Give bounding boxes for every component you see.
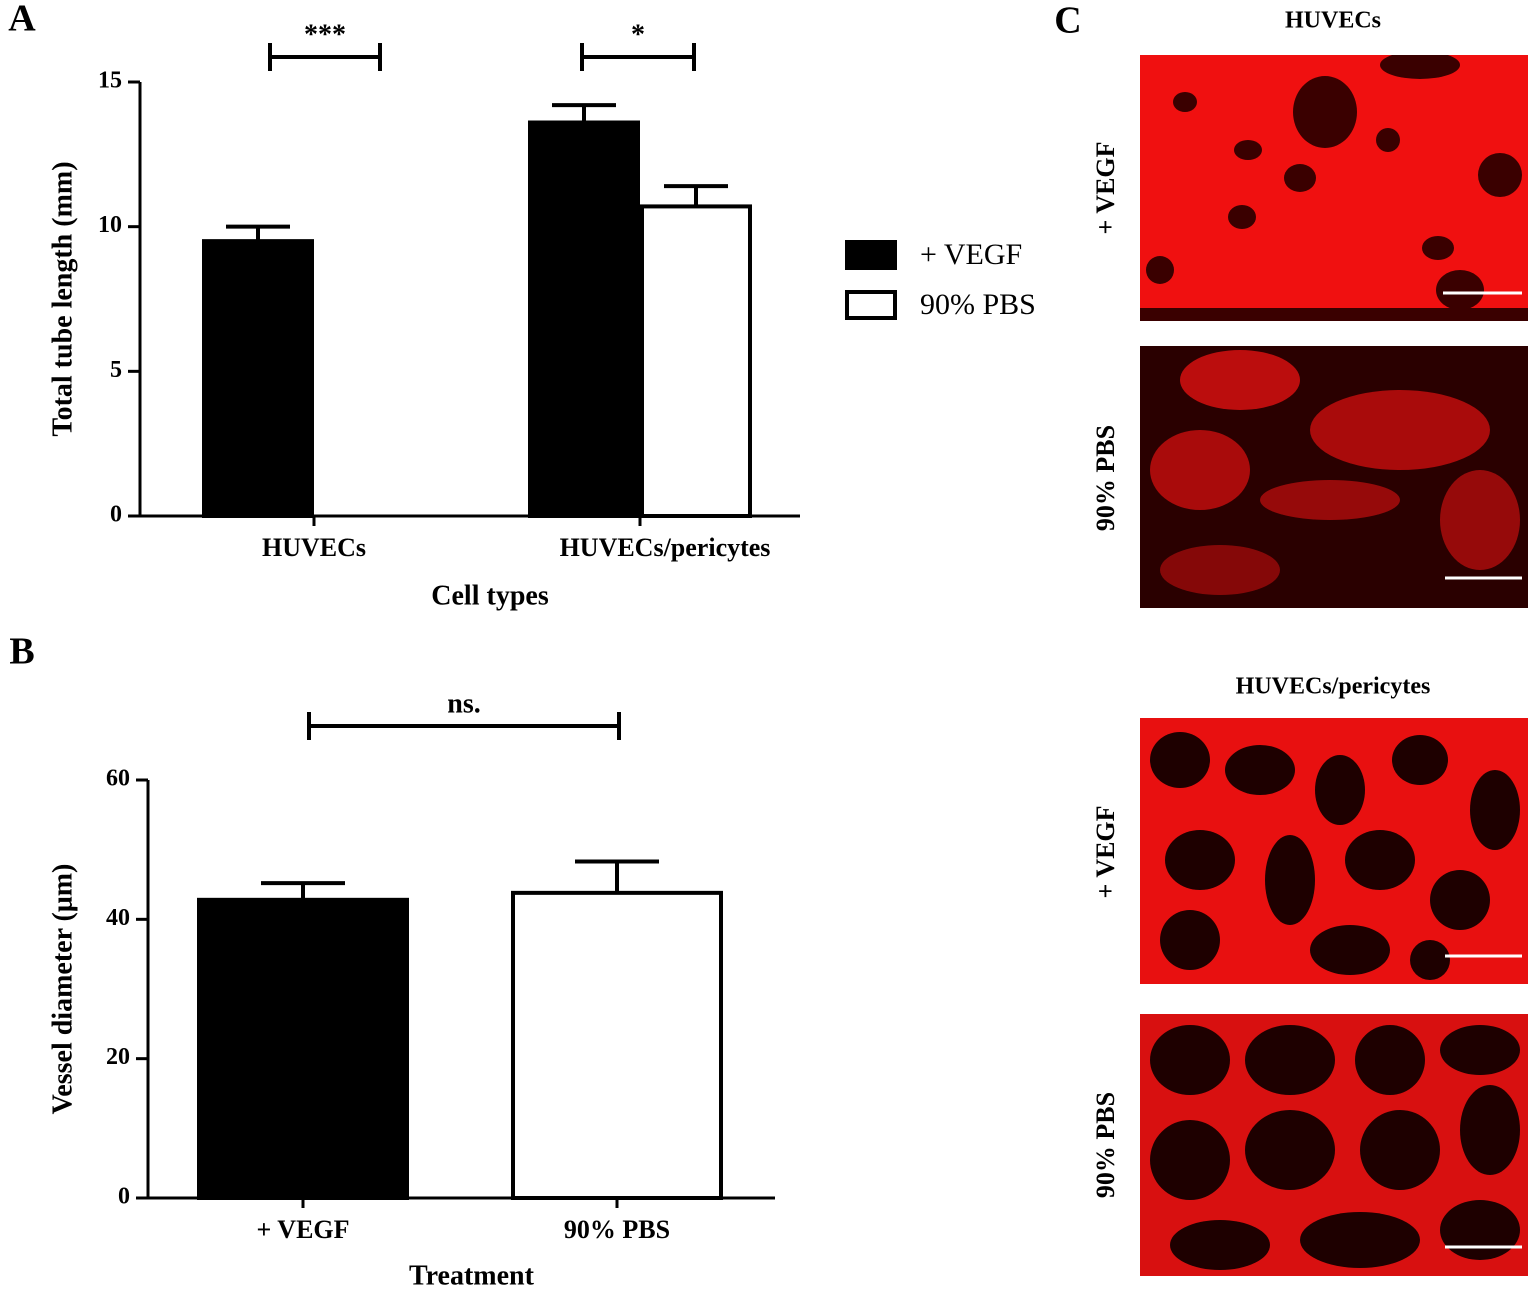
panel-label: B (9, 631, 34, 673)
bar (528, 120, 640, 519)
panel-label: A (8, 0, 36, 40)
row-label: 90% PBS (1091, 425, 1120, 531)
bar (197, 897, 409, 1200)
panel-label: C (1054, 0, 1081, 42)
y-axis-label: Total tube length (mm) (47, 161, 78, 436)
micrograph (1140, 346, 1528, 608)
legend-swatch (845, 240, 897, 270)
row-label: + VEGF (1091, 141, 1120, 234)
group-title: HUVECs (1285, 8, 1381, 34)
x-tick-label: + VEGF (256, 1215, 349, 1244)
y-tick-label: 0 (118, 1184, 130, 1210)
x-axis-label: Treatment (409, 1260, 535, 1291)
significance-label: ns. (447, 688, 480, 719)
x-tick-label: HUVECs/pericytes (560, 533, 771, 562)
legend-swatch (845, 290, 897, 320)
y-tick-label: 5 (110, 357, 122, 383)
group-title: HUVECs/pericytes (1236, 674, 1431, 700)
row-label: 90% PBS (1091, 1092, 1120, 1198)
y-tick-label: 40 (106, 905, 130, 931)
row-label: + VEGF (1091, 805, 1120, 898)
bar (511, 890, 723, 1200)
micrograph (1140, 55, 1528, 321)
y-tick-label: 0 (110, 502, 122, 528)
x-tick-label: 90% PBS (564, 1215, 670, 1244)
y-tick-label: 20 (106, 1044, 130, 1070)
y-tick-label: 60 (106, 766, 130, 792)
legend-label: + VEGF (920, 238, 1022, 271)
y-tick-label: 10 (98, 212, 122, 238)
y-tick-label: 15 (98, 68, 122, 94)
x-axis-label: Cell types (431, 580, 549, 611)
bar (202, 239, 314, 518)
x-tick-label: HUVECs (262, 533, 366, 562)
legend-label: 90% PBS (920, 288, 1036, 321)
micrograph (1140, 718, 1528, 984)
significance-label: *** (304, 19, 346, 50)
significance-label: * (631, 19, 645, 50)
micrograph (1140, 1014, 1528, 1276)
bar (640, 204, 752, 518)
y-axis-label: Vessel diameter (μm) (47, 864, 78, 1115)
